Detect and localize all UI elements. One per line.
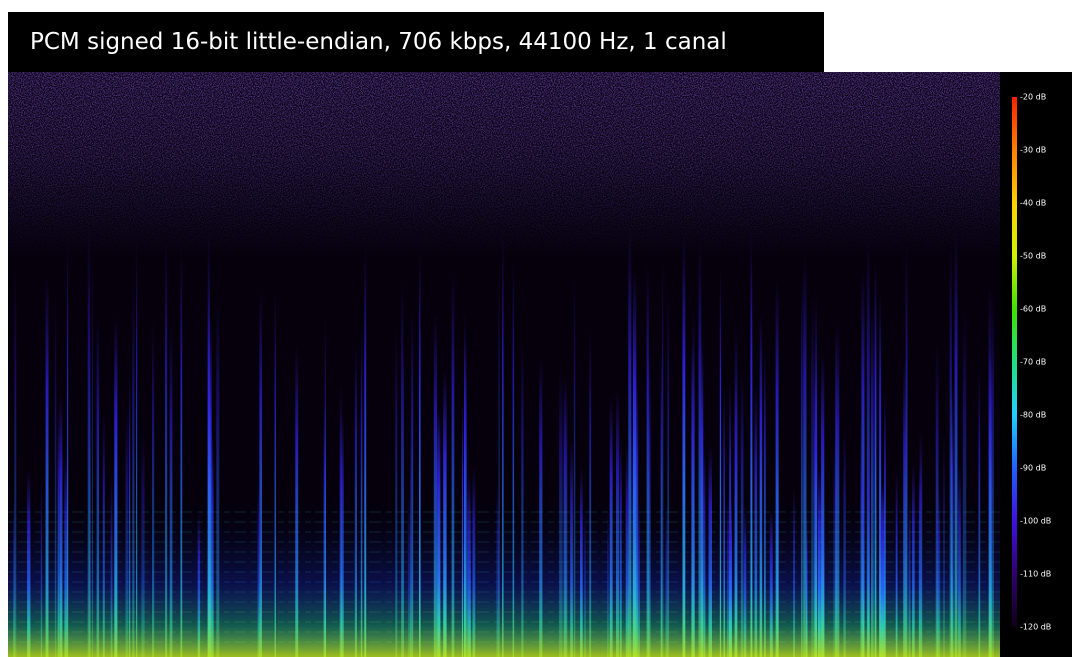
scale-label: -100 dB (1020, 517, 1051, 526)
spectrogram (8, 72, 1000, 657)
scale-label: -60 dB (1020, 305, 1046, 314)
color-scale: -20 dB -30 dB -40 dB -50 dB -60 dB -70 dB -80 … (1000, 72, 1072, 657)
format-title: PCM signed 16-bit little-endian, 706 kbp… (8, 12, 824, 72)
scale-label: -120 dB (1020, 623, 1051, 632)
scale-label: -20 dB (1020, 93, 1046, 102)
scale-label: -40 dB (1020, 199, 1046, 208)
scale-label: -30 dB (1020, 146, 1046, 155)
spectrogram-window: PCM signed 16-bit little-endian, 706 kbp… (0, 0, 1072, 657)
scale-label: -70 dB (1020, 358, 1046, 367)
color-gradient (1012, 97, 1017, 627)
scale-label: -90 dB (1020, 464, 1046, 473)
scale-label: -50 dB (1020, 252, 1046, 261)
low-frequency-band (8, 492, 1000, 657)
scale-label: -80 dB (1020, 411, 1046, 420)
scale-label: -110 dB (1020, 570, 1051, 579)
